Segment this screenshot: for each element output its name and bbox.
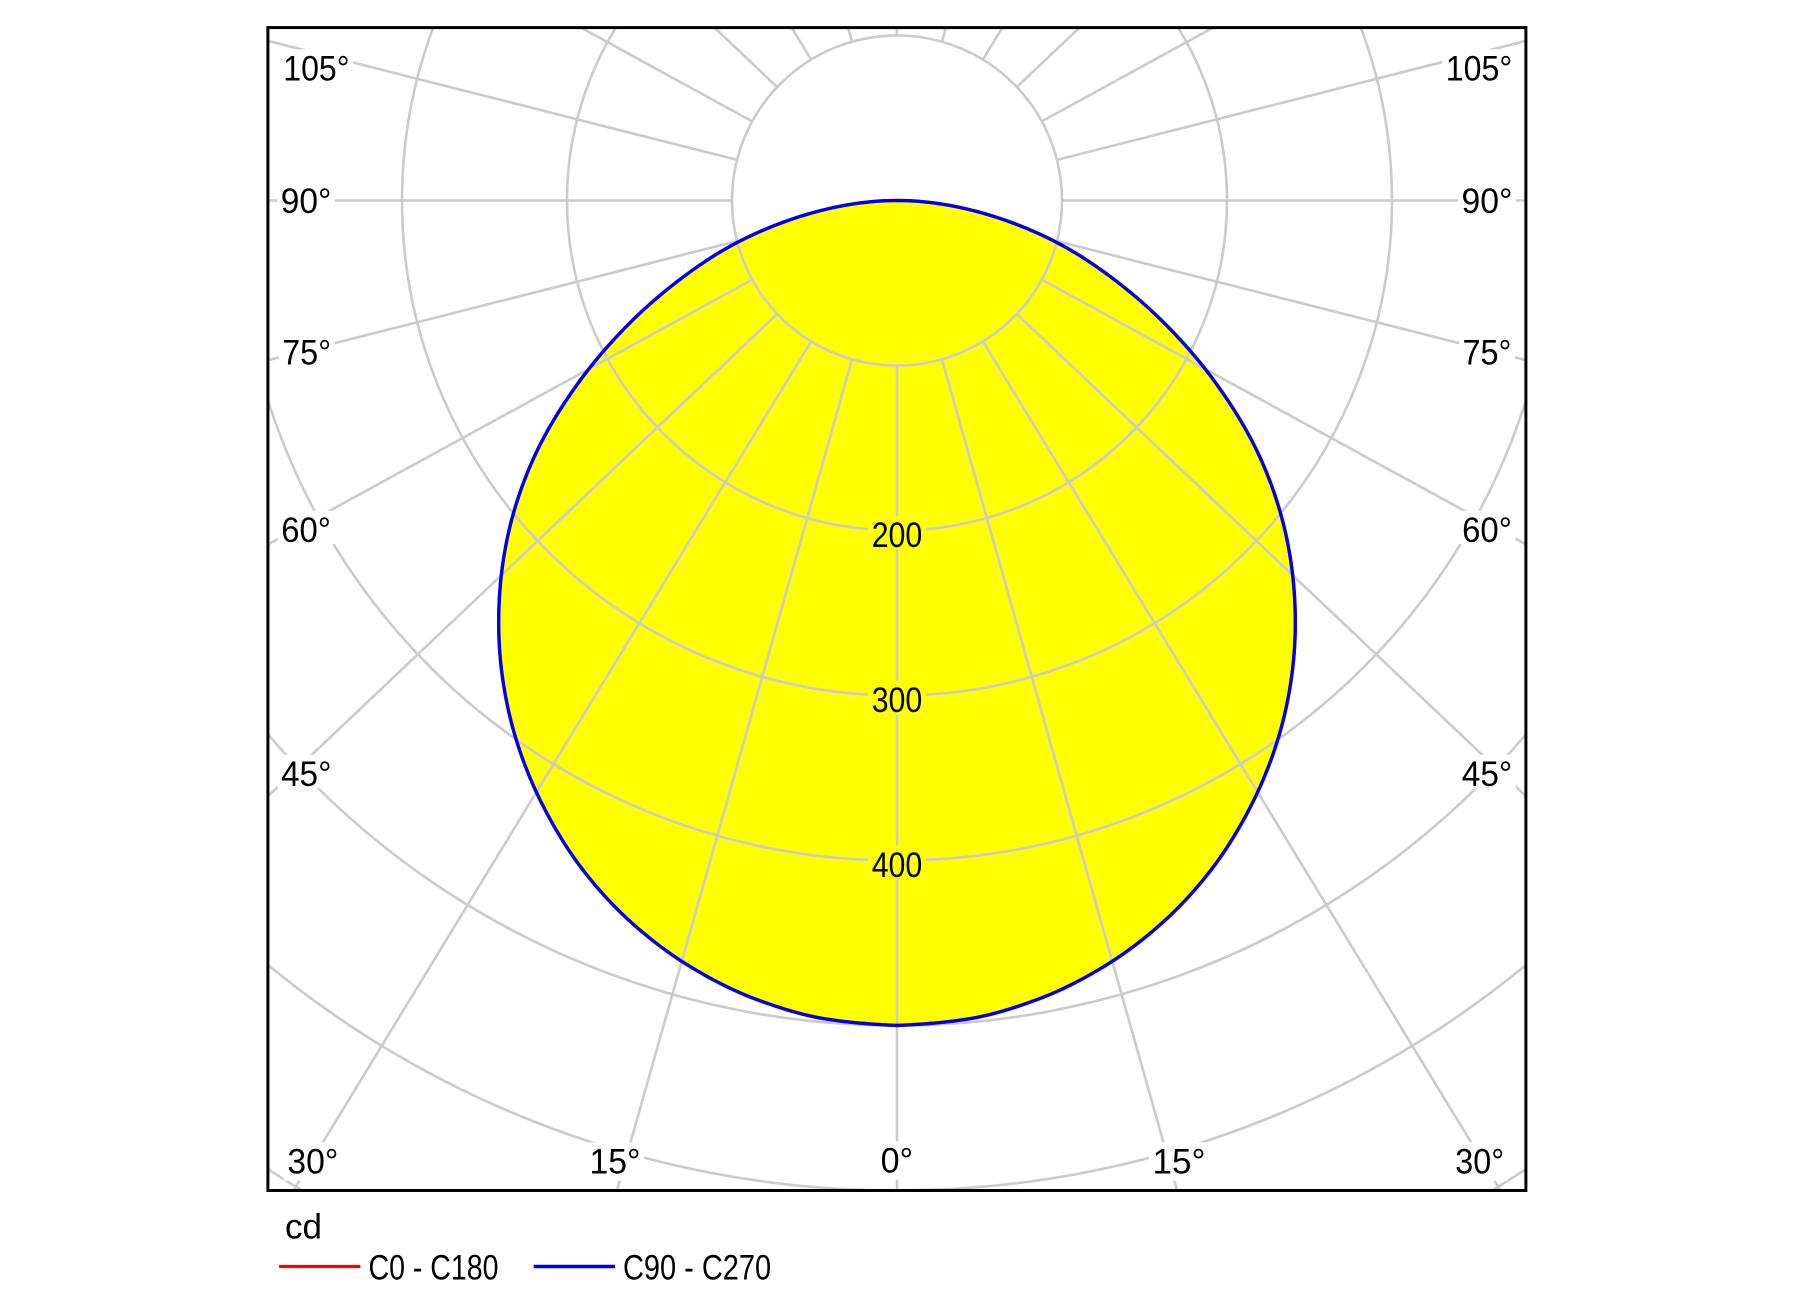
svg-text:30°: 30° (287, 1143, 338, 1182)
svg-text:cd: cd (285, 1208, 322, 1247)
svg-text:90°: 90° (1462, 182, 1513, 221)
svg-text:15°: 15° (590, 1143, 641, 1182)
svg-text:15°: 15° (1153, 1143, 1206, 1182)
svg-text:60°: 60° (281, 511, 331, 550)
svg-text:90°: 90° (281, 182, 332, 221)
svg-text:0°: 0° (881, 1142, 914, 1181)
svg-text:30°: 30° (1455, 1143, 1504, 1182)
svg-text:400: 400 (872, 846, 923, 885)
svg-text:105°: 105° (283, 50, 349, 89)
svg-text:200: 200 (872, 516, 923, 555)
svg-text:75°: 75° (282, 333, 331, 372)
svg-text:C0 - C180: C0 - C180 (369, 1249, 499, 1288)
svg-text:300: 300 (872, 681, 923, 720)
svg-text:75°: 75° (1463, 333, 1512, 372)
svg-text:45°: 45° (1462, 755, 1513, 794)
svg-text:45°: 45° (281, 755, 332, 794)
svg-text:105°: 105° (1446, 50, 1513, 89)
svg-text:C90 - C270: C90 - C270 (623, 1249, 771, 1288)
svg-text:60°: 60° (1462, 511, 1512, 550)
